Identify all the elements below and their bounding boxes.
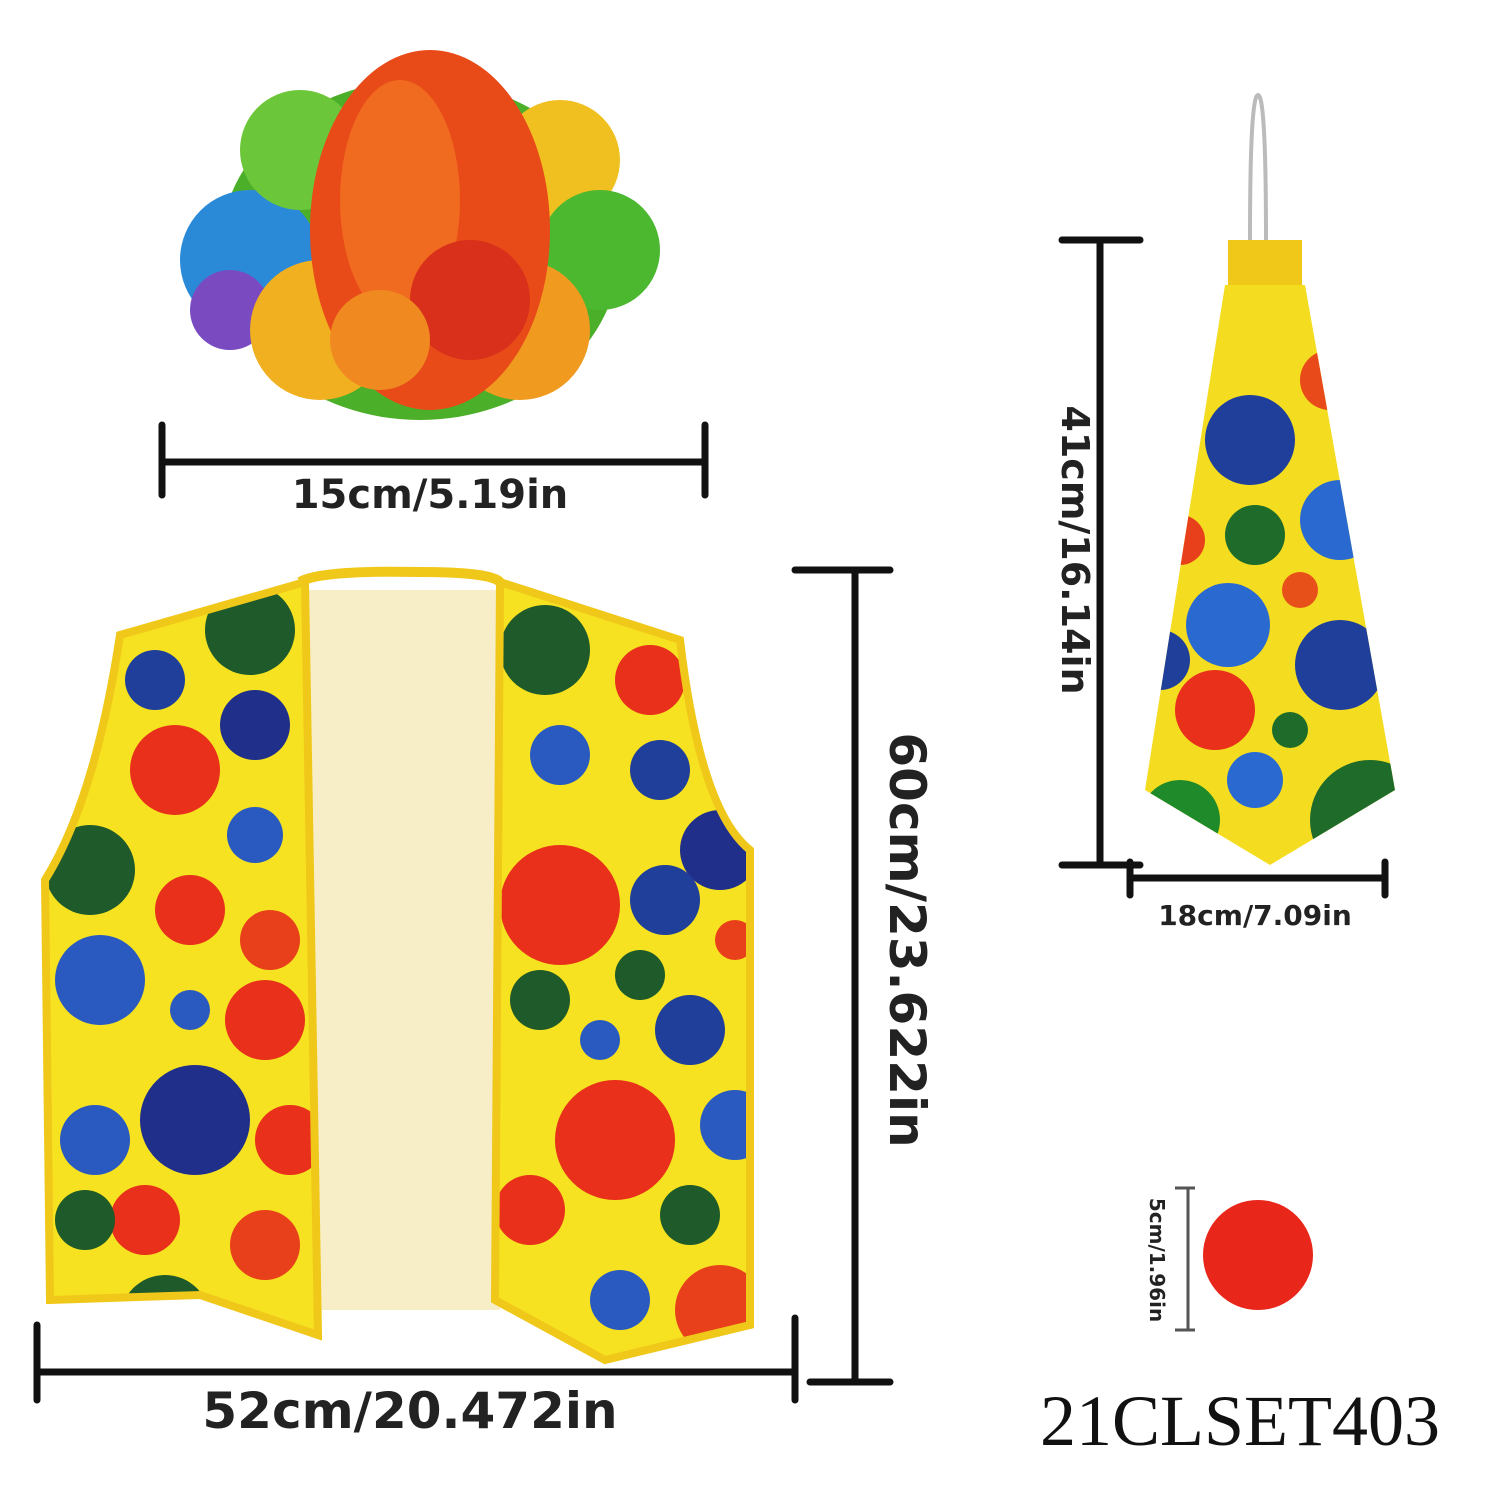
product-code: 21CLSET403 bbox=[1040, 1381, 1440, 1461]
vest-shape-shape bbox=[255, 1105, 318, 1175]
tie-shape-shape bbox=[1225, 505, 1285, 565]
wig bbox=[180, 50, 660, 420]
vest-shape-shape bbox=[155, 875, 225, 945]
vest-shape-shape bbox=[500, 845, 620, 965]
vest-shape-shape bbox=[130, 725, 220, 815]
vest-shape-shape bbox=[510, 970, 570, 1030]
vest-shape-shape bbox=[615, 950, 665, 1000]
vest-shape bbox=[300, 590, 500, 1310]
tie-shape-shape bbox=[1175, 670, 1255, 750]
vest-shape bbox=[490, 576, 754, 1365]
nose-size-label: 5cm/1.96in bbox=[1145, 1198, 1169, 1322]
vest-shape bbox=[495, 582, 750, 1360]
tie-height-label: 41cm/16.14in bbox=[1053, 405, 1097, 694]
tie-shape-shape bbox=[1295, 620, 1385, 710]
vest-shape-shape bbox=[655, 995, 725, 1065]
tie-dimension bbox=[1058, 236, 1389, 899]
tie-width-label: 18cm/7.09in bbox=[1158, 899, 1352, 932]
tie-shape-shape bbox=[1272, 712, 1308, 748]
wig-shape bbox=[330, 290, 430, 390]
vest-shape-shape bbox=[530, 725, 590, 785]
tie-shape-shape bbox=[1145, 780, 1220, 860]
vest-shape-shape bbox=[120, 1275, 210, 1335]
vest-shape-shape bbox=[715, 920, 750, 960]
vest-shape bbox=[40, 576, 323, 1341]
vest-shape-shape bbox=[660, 1185, 720, 1245]
vest-dimension bbox=[33, 566, 894, 1404]
vest-shape bbox=[297, 566, 504, 587]
vest-shape-shape bbox=[220, 690, 290, 760]
vest-shape-shape bbox=[227, 807, 283, 863]
tie-shape-shape bbox=[1145, 630, 1190, 690]
vest-shape-shape bbox=[170, 990, 210, 1030]
vest-shape-shape bbox=[630, 740, 690, 800]
vest-shape-shape bbox=[230, 1210, 300, 1280]
vest-shape-shape bbox=[140, 1065, 250, 1175]
vest-shape-shape bbox=[555, 1080, 675, 1200]
tie-shape-shape bbox=[1300, 350, 1360, 410]
wig-width-label: 15cm/5.19in bbox=[292, 472, 569, 518]
tie-shape-shape bbox=[1310, 760, 1395, 865]
wig-shape bbox=[540, 190, 660, 310]
vest-shape-shape bbox=[55, 1190, 115, 1250]
vest-shape-shape bbox=[125, 650, 185, 710]
vest-height-label: 60cm/23.622in bbox=[878, 732, 936, 1147]
vest-shape-shape bbox=[55, 935, 145, 1025]
vest bbox=[40, 566, 754, 1365]
wig-dimension bbox=[158, 421, 709, 499]
tie-shape-shape bbox=[1186, 583, 1270, 667]
vest-shape-shape bbox=[240, 910, 300, 970]
nose-dimension bbox=[1175, 1186, 1195, 1332]
vest-shape-shape bbox=[580, 1020, 620, 1060]
vest-shape-shape bbox=[615, 645, 685, 715]
wig-shape bbox=[410, 240, 530, 360]
vest-shape-shape bbox=[495, 1175, 565, 1245]
vest-shape-shape bbox=[110, 1185, 180, 1255]
clown-nose bbox=[1203, 1200, 1313, 1310]
tie-shape bbox=[1248, 92, 1268, 241]
vest-shape-shape bbox=[590, 1270, 650, 1330]
vest-shape-shape bbox=[60, 1105, 130, 1175]
tie-shape bbox=[1228, 240, 1302, 285]
tie bbox=[1145, 92, 1395, 865]
tie-shape-shape bbox=[1227, 752, 1283, 808]
vest-shape-shape bbox=[45, 825, 135, 915]
vest-shape-shape bbox=[225, 980, 305, 1060]
vest-shape-shape bbox=[500, 605, 590, 695]
tie-shape-shape bbox=[1205, 395, 1295, 485]
vest-shape-shape bbox=[700, 1090, 750, 1160]
vest-width-label: 52cm/20.472in bbox=[202, 1382, 617, 1440]
vest-shape-shape bbox=[630, 865, 700, 935]
tie-shape-shape bbox=[1282, 572, 1318, 608]
vest-shape bbox=[45, 582, 318, 1335]
tie-shape-shape bbox=[1300, 480, 1380, 560]
tie-shape-shape bbox=[1155, 515, 1205, 565]
